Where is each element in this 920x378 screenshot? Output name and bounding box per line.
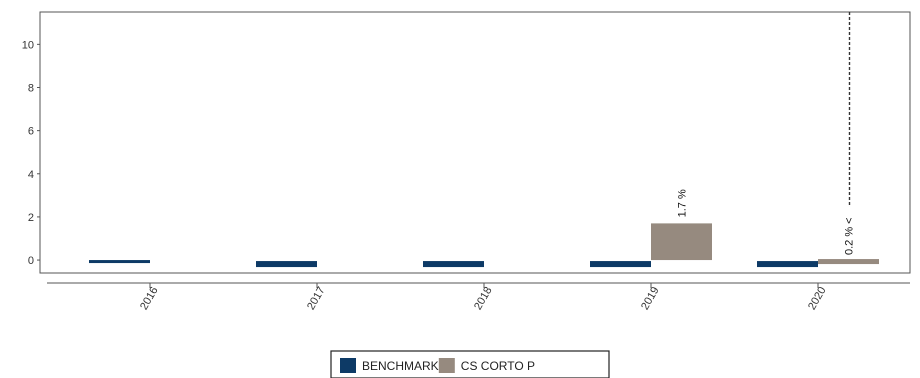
data-label: 0.2 % < [844, 217, 856, 255]
x-tick-label: 2019 [639, 285, 662, 312]
legend-label: CS CORTO P [461, 359, 535, 373]
y-tick-label: 8 [28, 82, 34, 94]
x-tick-label: 2016 [138, 285, 161, 312]
legend-swatch [340, 358, 356, 373]
legend-swatch [438, 358, 455, 373]
x-tick-label: 2018 [472, 285, 495, 312]
x-axis: 2016 2017 2018 2019 2020 [138, 283, 829, 312]
x-tick-label: 2017 [305, 285, 328, 312]
bar-cs-corto-p [818, 259, 879, 265]
bar-benchmark [256, 261, 317, 268]
y-tick-label: 10 [22, 39, 34, 51]
legend-box [330, 350, 610, 378]
y-tick-label: 6 [28, 126, 34, 138]
bar-benchmark [757, 261, 818, 268]
legend[interactable]: BENCHMARK CS CORTO P [330, 350, 610, 378]
bars [89, 223, 879, 268]
bar-benchmark [423, 261, 484, 268]
annotations: 1.7 % 0.2 % < [677, 12, 856, 255]
plot-border [39, 11, 911, 274]
plot-frame [39, 11, 911, 284]
data-label: 1.7 % [677, 189, 689, 217]
bar-benchmark [89, 260, 150, 264]
bar-cs-corto-p [651, 223, 712, 261]
y-tick-label: 4 [28, 169, 34, 181]
x-tick-label: 2020 [806, 285, 829, 312]
y-tick-label: 2 [28, 212, 34, 224]
legend-label: BENCHMARK [362, 359, 439, 373]
y-tick-label: 0 [28, 255, 34, 267]
bar-benchmark [590, 261, 651, 268]
y-axis: 0 2 4 6 8 10 [22, 39, 40, 267]
